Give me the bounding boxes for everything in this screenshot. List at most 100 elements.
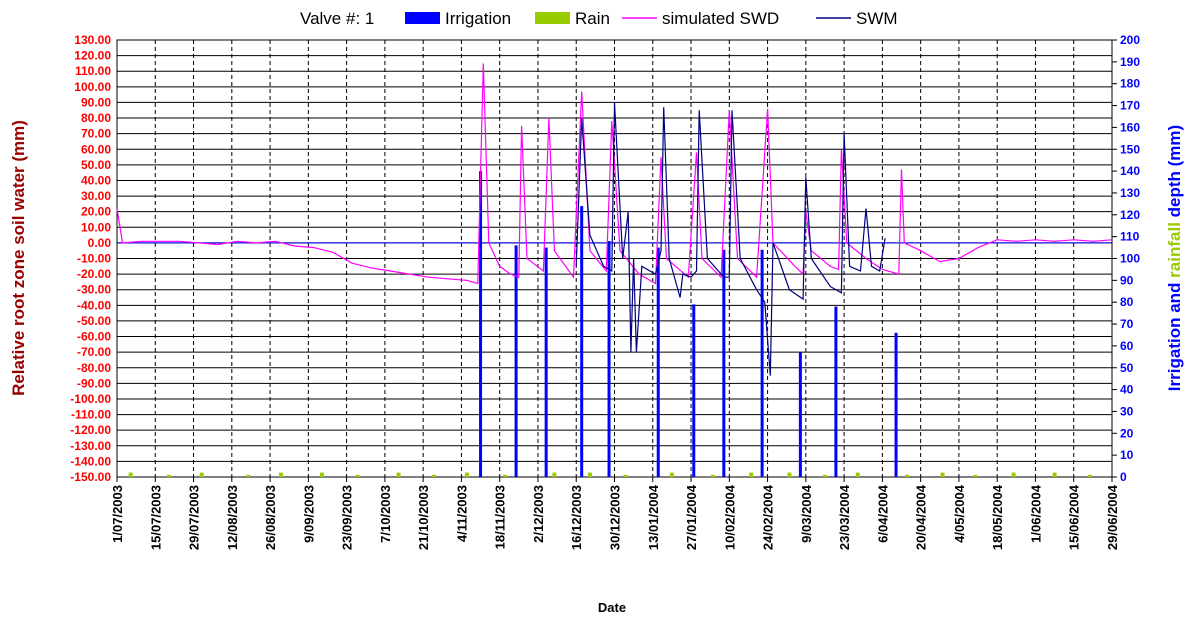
y2-tick-label: 90 [1120, 273, 1134, 287]
x-tick-label: 10/02/2004 [722, 484, 737, 550]
legend-swatch [535, 12, 570, 24]
y2-tick-label: 30 [1120, 404, 1134, 418]
x-tick-label: 7/10/2003 [378, 485, 393, 543]
bar [940, 472, 945, 477]
legend-label: simulated SWD [662, 9, 779, 28]
bar [1052, 472, 1057, 477]
y-tick-label: 20.00 [81, 205, 111, 219]
bar [320, 472, 325, 477]
y2-tick-label: 170 [1120, 99, 1140, 113]
x-tick-label: 1/06/2004 [1028, 484, 1043, 543]
legend-label: SWM [856, 9, 898, 28]
bar [580, 206, 584, 477]
y-tick-label: 50.00 [81, 158, 111, 172]
bar [749, 472, 754, 477]
bar [904, 474, 909, 477]
y2-tick-label: 70 [1120, 317, 1134, 331]
bar [166, 474, 171, 477]
bar [656, 247, 660, 477]
x-tick-label: 24/02/2004 [761, 484, 776, 550]
y2-tick-label: 110 [1120, 230, 1140, 244]
x-tick-label: 20/04/2004 [914, 484, 929, 550]
y-tick-label: -10.00 [77, 252, 111, 266]
y2-tick-label: 60 [1120, 339, 1134, 353]
x-tick-label: 4/11/2003 [454, 485, 469, 542]
y2-tick-label: 20 [1120, 426, 1134, 440]
y-tick-label: 130.00 [74, 33, 111, 47]
y2-tick-label: 0 [1120, 470, 1127, 484]
y-tick-label: -50.00 [77, 314, 111, 328]
x-tick-label: 12/08/2003 [225, 485, 240, 550]
x-tick-label: 9/09/2003 [301, 485, 316, 543]
bar [552, 472, 557, 477]
bar [1011, 472, 1016, 477]
y-tick-label: -130.00 [70, 439, 111, 453]
x-tick-label: 18/05/2004 [990, 484, 1005, 550]
y-tick-label: -140.00 [70, 454, 111, 468]
y-tick-label: -40.00 [77, 298, 111, 312]
y2-tick-label: 140 [1120, 164, 1140, 178]
x-tick-label: 21/10/2003 [416, 485, 431, 550]
y-tick-label: 0.00 [88, 236, 112, 250]
bar [587, 472, 592, 477]
y-tick-label: 60.00 [81, 142, 111, 156]
bar [432, 474, 437, 477]
y2-tick-label: 190 [1120, 55, 1140, 69]
y-tick-label: -100.00 [70, 392, 111, 406]
y-tick-label: -80.00 [77, 361, 111, 375]
x-tick-label: 29/07/2003 [187, 485, 202, 550]
y2-tick-label: 120 [1120, 208, 1140, 222]
y-tick-label: -120.00 [70, 423, 111, 437]
y-tick-label: 70.00 [81, 127, 111, 141]
y2-tick-label: 180 [1120, 77, 1140, 91]
bar [834, 306, 838, 477]
x-tick-label: 15/06/2004 [1067, 484, 1082, 550]
plot-frame [116, 39, 1113, 478]
bar [692, 304, 696, 477]
y2-tick-label: 100 [1120, 252, 1140, 266]
y2-tick-label: 40 [1120, 383, 1134, 397]
bar [669, 472, 674, 477]
x-tick-label: 13/01/2004 [646, 484, 661, 550]
y2-axis-label: Irrigation and rainfall depth (mm) [1165, 125, 1184, 391]
x-tick-label: 30/12/2003 [608, 485, 623, 550]
x-tick-label: 4/05/2004 [952, 484, 967, 543]
y-tick-label: 90.00 [81, 95, 111, 109]
x-tick-label: 26/08/2003 [263, 485, 278, 550]
x-tick-label: 2/12/2003 [531, 485, 546, 543]
bar [479, 171, 483, 477]
bar [822, 474, 827, 477]
bar [623, 474, 628, 477]
y-tick-label: 10.00 [81, 220, 111, 234]
bar [1088, 474, 1093, 477]
bar [787, 472, 792, 477]
x-tick-label: 18/11/2003 [493, 485, 508, 549]
bar [355, 474, 360, 477]
bar [544, 247, 548, 477]
line [575, 102, 886, 376]
y2-label-part: depth (mm) [1165, 125, 1184, 218]
y2-label-part: Irrigation and [1165, 283, 1184, 392]
bar [279, 472, 284, 477]
x-tick-label: 1/07/2003 [110, 485, 125, 543]
bar [973, 474, 978, 477]
bar [760, 249, 764, 477]
bar [503, 474, 508, 477]
bar [514, 245, 518, 477]
bar [396, 472, 401, 477]
bar [199, 472, 204, 477]
y2-tick-label: 150 [1120, 142, 1140, 156]
y-tick-label: -110.00 [71, 408, 111, 422]
bar [246, 474, 251, 477]
y-tick-label: -70.00 [77, 345, 111, 359]
x-tick-label: 9/03/2004 [799, 484, 814, 543]
y-tick-label: 80.00 [81, 111, 111, 125]
bar [798, 352, 802, 477]
y2-tick-label: 200 [1120, 33, 1140, 47]
y-tick-label: -30.00 [77, 283, 111, 297]
y-axis-label: Relative root zone soil water (mm) [9, 120, 28, 396]
x-tick-label: 6/04/2004 [875, 484, 890, 543]
y-tick-label: 40.00 [81, 173, 111, 187]
